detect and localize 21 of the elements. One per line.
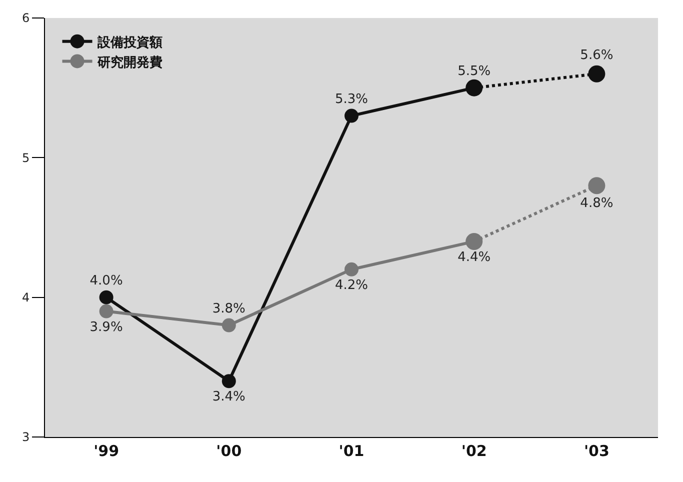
- data-label: 4.4%: [458, 250, 491, 265]
- legend-label: 研究開発費: [96, 54, 162, 70]
- y-tick-label: 5: [22, 150, 30, 165]
- x-tick-label: '99: [94, 442, 120, 460]
- data-label: 5.3%: [334, 92, 368, 107]
- x-tick-label: '01: [338, 442, 364, 460]
- data-label: 4.0%: [90, 273, 123, 288]
- y-tick-label: 6: [22, 11, 30, 26]
- data-label: 3.8%: [212, 301, 246, 316]
- x-tick-label: '00: [216, 442, 242, 460]
- y-tick-label: 4: [22, 290, 30, 305]
- y-tick-label: 3: [22, 430, 30, 444]
- data-label: 5.6%: [580, 48, 614, 63]
- legend-label: 設備投資額: [96, 34, 162, 50]
- data-label: 4.2%: [334, 278, 368, 293]
- x-tick-label: '03: [584, 442, 610, 460]
- data-label: 4.8%: [580, 196, 614, 211]
- data-label: 3.9%: [90, 320, 123, 335]
- x-tick-label: '02: [461, 442, 487, 460]
- data-label: 5.5%: [458, 64, 491, 79]
- data-label: 3.4%: [212, 390, 246, 405]
